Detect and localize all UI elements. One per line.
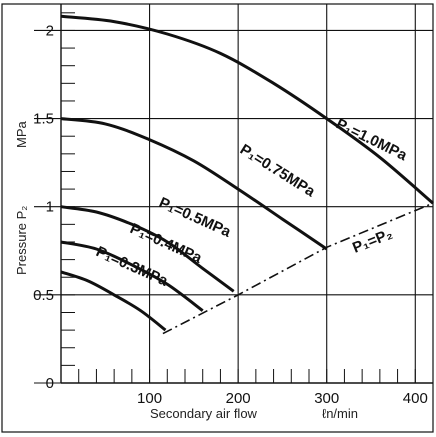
series-label-p1-0.75: P₁=0.75MPa (237, 141, 319, 201)
series-line-p1-eq-p2 (162, 202, 434, 335)
y-tick-label: 0.5 (33, 287, 54, 304)
x-tick-label: 300 (314, 390, 339, 407)
y-axis-label: Pressure P₂ (14, 206, 29, 275)
series-line-1 (60, 117, 328, 251)
tick-labels: 100 200 300 400 0 0.5 1 1.5 2 (33, 22, 428, 407)
y-axis-unit: MPa (14, 121, 29, 149)
grid (1, 3, 434, 433)
y-tick-label: 2 (46, 22, 54, 39)
x-axis-unit: ℓn/min (322, 406, 358, 421)
y-tick-label: 0 (46, 375, 54, 392)
series-label-p1-1.0: P₁=1.0MPa (333, 115, 410, 164)
x-tick-label: 400 (403, 390, 428, 407)
series-line-3 (60, 240, 204, 312)
tick-marks (34, 12, 416, 384)
series-line-4 (60, 270, 167, 332)
outer-frame (1, 3, 434, 433)
series-label-p1-0.5: P₁=0.5MPa (156, 194, 234, 241)
y-tick-label: 1.5 (33, 111, 54, 128)
series-label-p1-eq-p2: P₁=P₂ (350, 225, 395, 256)
x-axis-label: Secondary air flow (150, 406, 258, 421)
series-label-p1-0.3: P₁=0.3MPa (93, 243, 171, 290)
series-line-2 (60, 205, 235, 293)
curves (60, 14, 434, 335)
y-tick-label: 1 (46, 199, 54, 216)
series-line-0 (60, 14, 434, 205)
x-tick-label: 200 (226, 390, 251, 407)
x-tick-label: 100 (137, 390, 162, 407)
